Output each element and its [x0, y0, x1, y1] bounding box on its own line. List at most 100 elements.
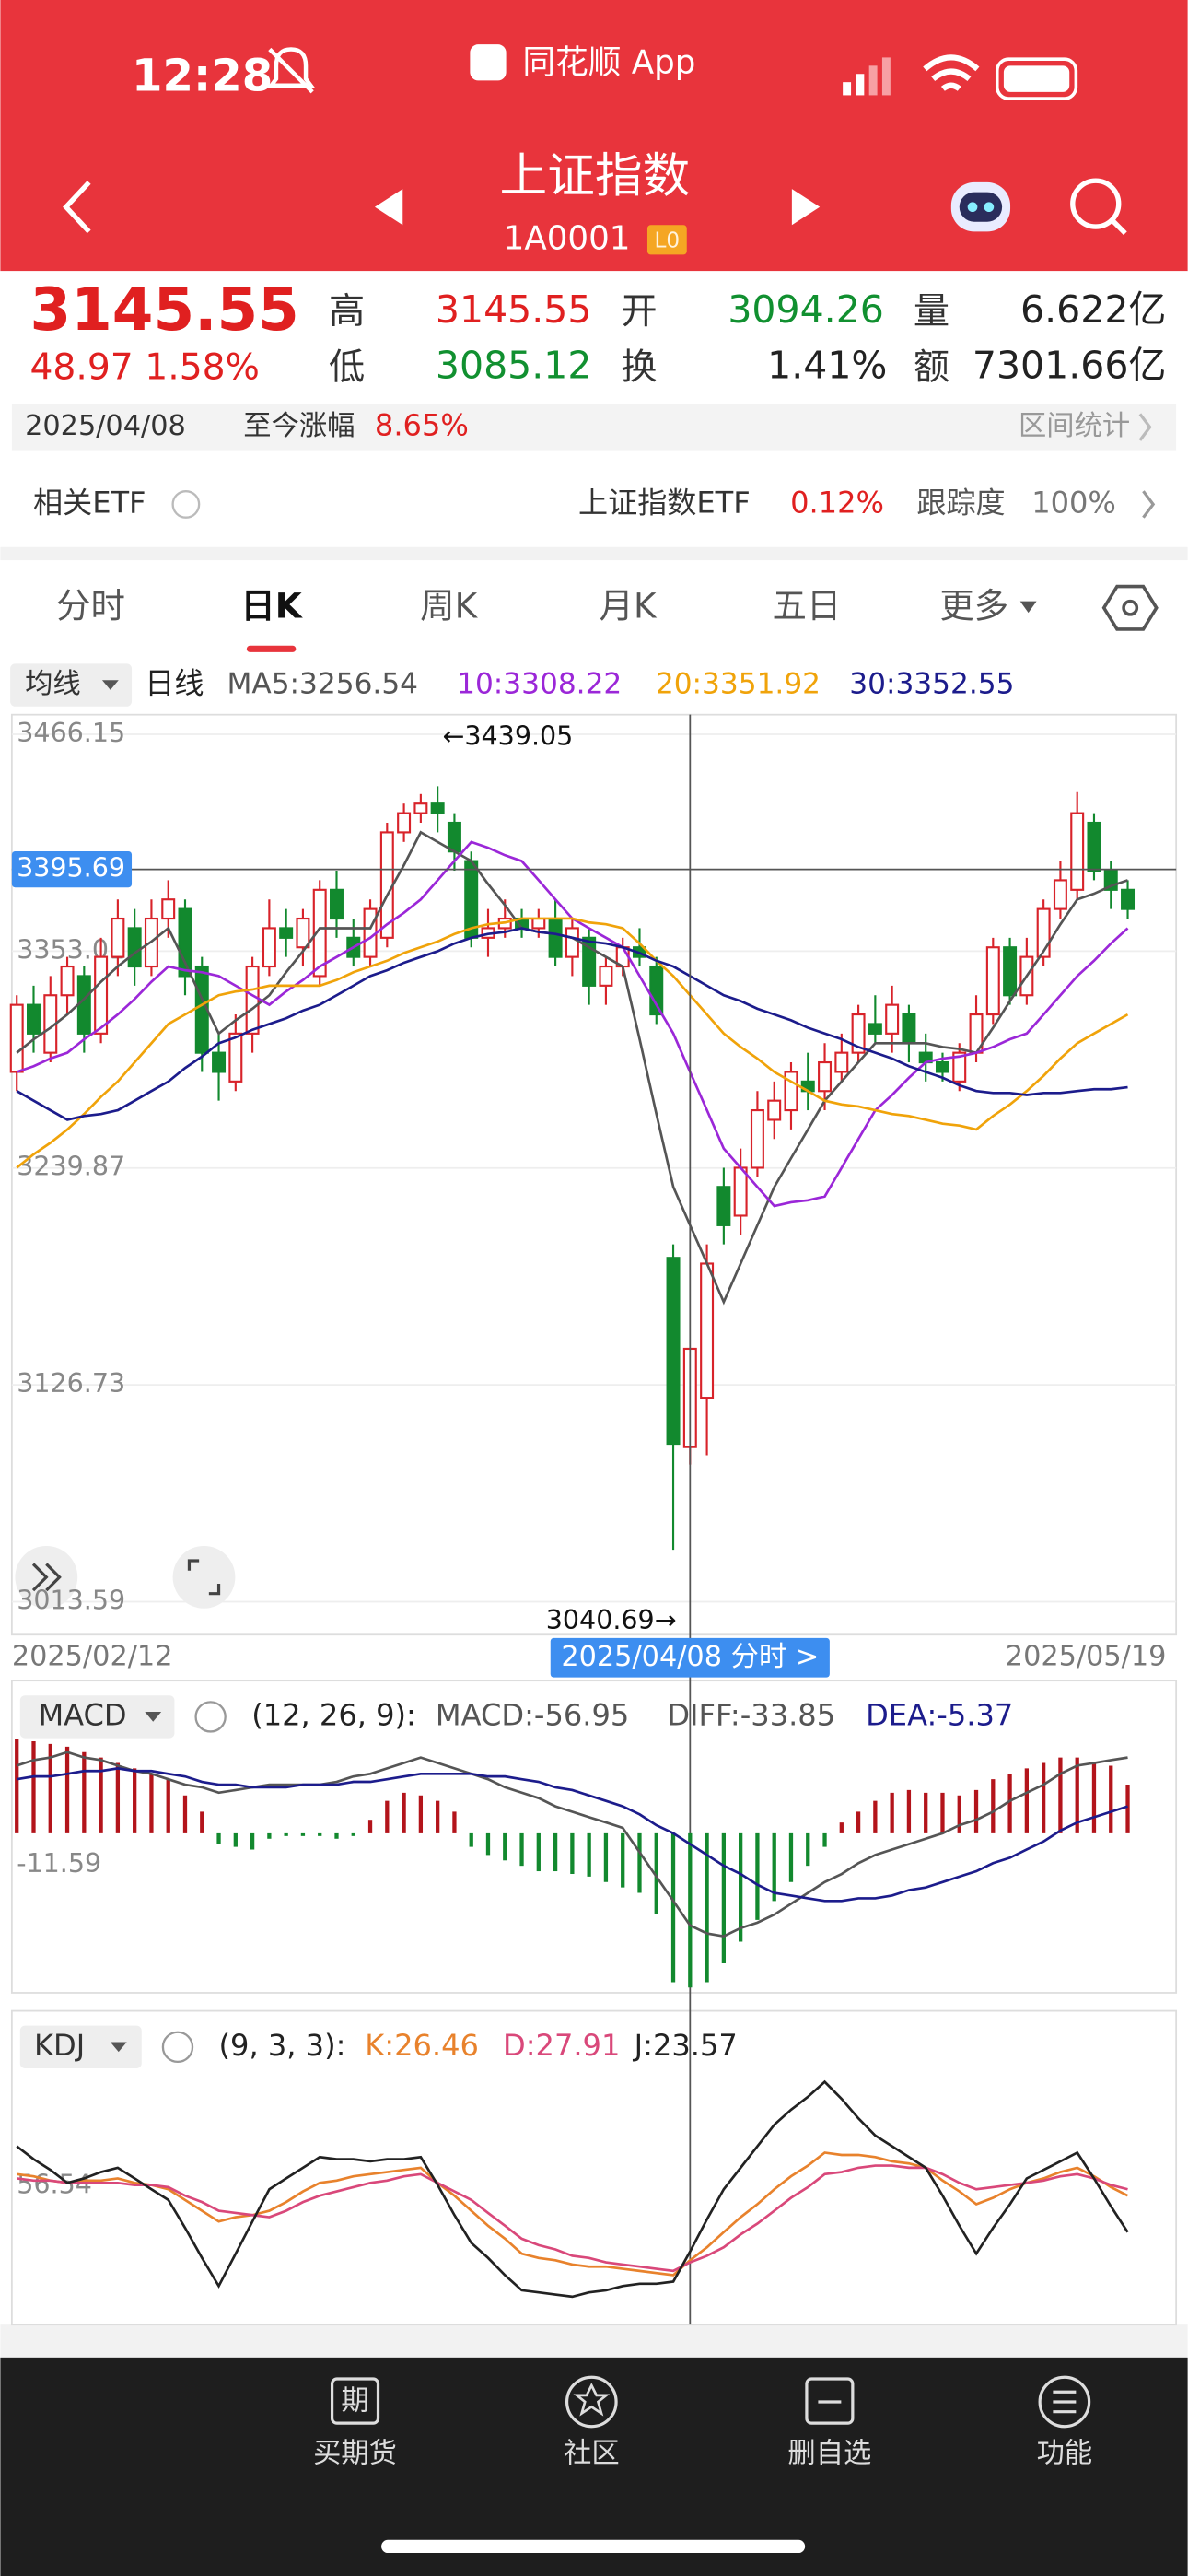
candle-body	[902, 1013, 916, 1045]
robot-eye	[967, 202, 978, 213]
more-caret	[1019, 601, 1037, 614]
kdj-caret	[110, 2042, 127, 2053]
robot-button[interactable]	[950, 181, 1011, 232]
kdj-panel	[10, 2009, 1178, 2326]
ma-selector-label: 均线	[25, 668, 81, 700]
y-tick-label: 3126.73	[17, 1368, 125, 1399]
macd-line	[16, 1751, 1128, 1938]
last-price: 3145.55	[29, 275, 298, 345]
low-annotation: 3040.69→	[546, 1605, 677, 1635]
status-time: 12:28	[132, 51, 273, 102]
y-tick-label: 3239.87	[17, 1152, 125, 1182]
help-icon[interactable]	[161, 2031, 194, 2064]
help-icon[interactable]	[194, 1701, 227, 1733]
nav-icon[interactable]	[330, 2377, 380, 2425]
app-logo	[470, 44, 507, 81]
high-annotation: ←3439.05	[443, 721, 574, 752]
candle-body	[60, 965, 75, 997]
kdj-selector[interactable]	[19, 2025, 142, 2069]
interval-stats[interactable]: 区间统计	[1019, 410, 1130, 442]
menu-icon	[1053, 2390, 1077, 2414]
settings-button[interactable]	[1101, 584, 1159, 631]
tab[interactable]: 更多	[939, 585, 1008, 626]
robot-eye	[984, 202, 995, 213]
fullscreen-button[interactable]	[172, 1545, 236, 1609]
search-button[interactable]	[1070, 178, 1127, 236]
bottom-gap	[0, 2324, 1188, 2358]
candle-body	[565, 927, 579, 958]
nav-icon-text: 期	[341, 2384, 368, 2417]
stats-arrow[interactable]	[1138, 413, 1152, 441]
candle-body	[851, 1013, 866, 1054]
candle-body	[245, 965, 260, 1035]
high-price: 3145.55	[436, 287, 592, 332]
candle-body	[599, 965, 613, 987]
candle-body	[447, 821, 461, 853]
field-label: 开	[621, 291, 657, 333]
tab[interactable]: 日K	[240, 585, 303, 626]
signal-bar	[868, 65, 878, 96]
nav-icon[interactable]	[565, 2375, 618, 2429]
candle-body	[9, 1003, 24, 1073]
separator	[0, 546, 1188, 561]
legend-entry: K:26.46	[365, 2028, 479, 2063]
etf-label: 相关ETF	[33, 485, 146, 520]
tab[interactable]: 五日	[772, 585, 841, 626]
candle-body	[27, 1003, 41, 1035]
field-label: 量	[914, 291, 949, 333]
nav-bg	[0, 2357, 1188, 2576]
legend-entry: DEA:-5.37	[866, 1697, 1013, 1732]
ma-selector[interactable]	[10, 663, 133, 707]
open-price: 3094.26	[728, 287, 884, 332]
badge-bg	[646, 225, 687, 255]
candle-body	[228, 1032, 243, 1083]
fullscreen-icon	[187, 1559, 221, 1596]
nav-label[interactable]: 买期货	[313, 2438, 397, 2470]
etf-arrow[interactable]	[1142, 490, 1156, 519]
crosshair-date-bg[interactable]	[550, 1637, 830, 1678]
kdj-line	[17, 2151, 1129, 2277]
prev-button[interactable]	[374, 189, 403, 226]
legend-entry: D:27.91	[503, 2028, 620, 2063]
search-icon	[1070, 178, 1122, 229]
candle-body	[1053, 879, 1067, 910]
mute-icon	[267, 47, 315, 94]
home-indicator	[381, 2539, 806, 2554]
nav-label[interactable]: 删自选	[787, 2438, 871, 2470]
level-badge: L0	[655, 228, 681, 253]
help-icon[interactable]	[171, 490, 201, 519]
scroll-icon	[31, 1563, 62, 1592]
crosshair-price: 3395.69	[17, 853, 125, 884]
etf-change: 0.12%	[790, 485, 884, 520]
candle-body	[885, 1003, 900, 1035]
candle-body	[161, 898, 176, 920]
back-button[interactable]	[63, 181, 91, 234]
app-name: 同花顺 App	[522, 44, 695, 82]
battery-icon	[995, 57, 1078, 100]
candle-body	[94, 955, 109, 1035]
change-percent: 1.58%	[145, 347, 260, 389]
tab[interactable]: 周K	[420, 585, 478, 626]
field-label: 高	[329, 291, 365, 333]
nav-label[interactable]: 社区	[564, 2438, 620, 2470]
wifi-icon	[923, 54, 980, 91]
nav-icon[interactable]	[1038, 2375, 1091, 2429]
date-text: 2025/04/08	[561, 1641, 722, 1673]
crosshair-date: 2025/04/08 分时 >	[561, 1641, 819, 1673]
tab[interactable]: 分时	[56, 585, 125, 626]
legend-entry: J:23.57	[633, 2028, 738, 2063]
y-tick-label: 3353.01	[17, 934, 125, 965]
macd-selector[interactable]	[19, 1695, 175, 1739]
gain-value: 8.65%	[375, 408, 469, 443]
ma-caret	[101, 680, 119, 690]
candle-body	[834, 1051, 849, 1073]
ma-line	[16, 927, 1128, 1121]
nav-icon[interactable]	[805, 2377, 855, 2425]
candle-body	[868, 1023, 882, 1035]
candle-body	[430, 802, 445, 814]
field-label: 低	[329, 347, 365, 389]
tab[interactable]: 月K	[600, 585, 658, 626]
next-button[interactable]	[791, 189, 821, 226]
nav-label[interactable]: 功能	[1037, 2438, 1093, 2470]
